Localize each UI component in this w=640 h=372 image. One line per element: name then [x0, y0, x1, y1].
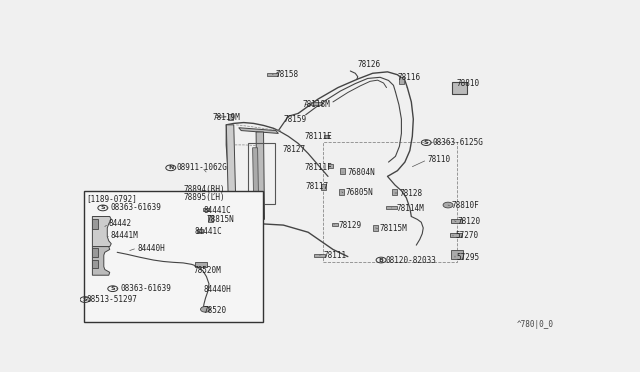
Text: 78115M: 78115M: [380, 224, 407, 233]
Bar: [332, 223, 339, 226]
Text: 78126: 78126: [358, 60, 381, 69]
Polygon shape: [253, 148, 259, 199]
Text: 78114M: 78114M: [396, 204, 424, 213]
Text: 78110: 78110: [428, 155, 451, 164]
Bar: [399, 77, 404, 84]
Bar: [92, 248, 99, 257]
Bar: [450, 232, 463, 237]
Circle shape: [200, 307, 211, 312]
Text: 78129: 78129: [339, 221, 362, 230]
Circle shape: [443, 202, 453, 208]
Text: 84440H: 84440H: [137, 244, 164, 253]
Text: 84441C: 84441C: [194, 227, 222, 236]
Text: ^780|0_0: ^780|0_0: [516, 320, 554, 329]
Bar: [248, 144, 275, 203]
Text: N: N: [168, 165, 173, 170]
Bar: [452, 82, 467, 94]
Text: 78111E: 78111E: [304, 132, 332, 141]
Bar: [92, 260, 99, 268]
Text: 84441M: 84441M: [111, 231, 138, 240]
Text: 78520M: 78520M: [193, 266, 221, 275]
Bar: [209, 215, 213, 222]
Text: 78894(RH): 78894(RH): [183, 185, 225, 194]
Text: S: S: [111, 286, 115, 291]
Text: 78520: 78520: [203, 306, 226, 315]
Text: 84442: 84442: [109, 219, 132, 228]
Text: 78117: 78117: [306, 182, 329, 191]
Bar: [324, 135, 330, 138]
Bar: [451, 250, 463, 260]
Text: 84440H: 84440H: [203, 285, 231, 294]
Bar: [386, 206, 397, 209]
Text: 78810: 78810: [457, 79, 480, 88]
Text: 78120: 78120: [458, 217, 481, 226]
Text: S: S: [83, 297, 87, 302]
Text: B: B: [379, 257, 383, 263]
Text: 78111F: 78111F: [304, 163, 332, 172]
Text: 08363-61639: 08363-61639: [111, 203, 162, 212]
Bar: [267, 73, 278, 76]
Text: 76804N: 76804N: [348, 168, 376, 177]
Text: 08911-1062G: 08911-1062G: [177, 163, 228, 172]
Polygon shape: [227, 125, 236, 221]
Text: 78118M: 78118M: [302, 100, 330, 109]
Bar: [310, 102, 321, 105]
Text: 78158: 78158: [276, 70, 299, 79]
Bar: [92, 219, 99, 230]
Bar: [392, 189, 397, 195]
Text: 76805N: 76805N: [346, 188, 374, 197]
Bar: [228, 114, 233, 120]
Bar: [340, 168, 346, 174]
Polygon shape: [92, 247, 110, 275]
Polygon shape: [92, 217, 111, 247]
Text: 78895(LH): 78895(LH): [183, 193, 225, 202]
Bar: [373, 225, 378, 231]
Bar: [328, 164, 333, 168]
Text: 78128: 78128: [399, 189, 422, 198]
Text: 78119M: 78119M: [213, 113, 241, 122]
Bar: [84, 191, 262, 323]
Text: 08120-82033: 08120-82033: [385, 256, 436, 264]
Text: 78127: 78127: [282, 145, 305, 154]
Bar: [203, 208, 209, 211]
Text: 08513-51297: 08513-51297: [86, 295, 138, 304]
Text: 78810F: 78810F: [451, 201, 479, 210]
Text: 78815N: 78815N: [207, 215, 234, 224]
Text: [1189-0792]: [1189-0792]: [86, 194, 138, 203]
Bar: [323, 142, 457, 262]
Text: S: S: [100, 205, 105, 211]
Text: 57295: 57295: [457, 253, 480, 262]
Text: 78111: 78111: [323, 251, 346, 260]
Polygon shape: [239, 128, 278, 134]
Text: 08363-61639: 08363-61639: [121, 284, 172, 293]
Text: S: S: [424, 140, 429, 145]
Bar: [451, 219, 462, 223]
Bar: [197, 229, 203, 232]
Bar: [339, 189, 344, 195]
Text: 57270: 57270: [456, 231, 479, 240]
Polygon shape: [256, 132, 264, 219]
Bar: [314, 254, 325, 257]
Text: 08363-6125G: 08363-6125G: [432, 138, 483, 147]
Text: 84441C: 84441C: [203, 206, 231, 215]
Text: 78116: 78116: [397, 73, 420, 82]
Bar: [321, 183, 326, 190]
Bar: [195, 262, 207, 267]
Text: 78159: 78159: [284, 115, 307, 124]
